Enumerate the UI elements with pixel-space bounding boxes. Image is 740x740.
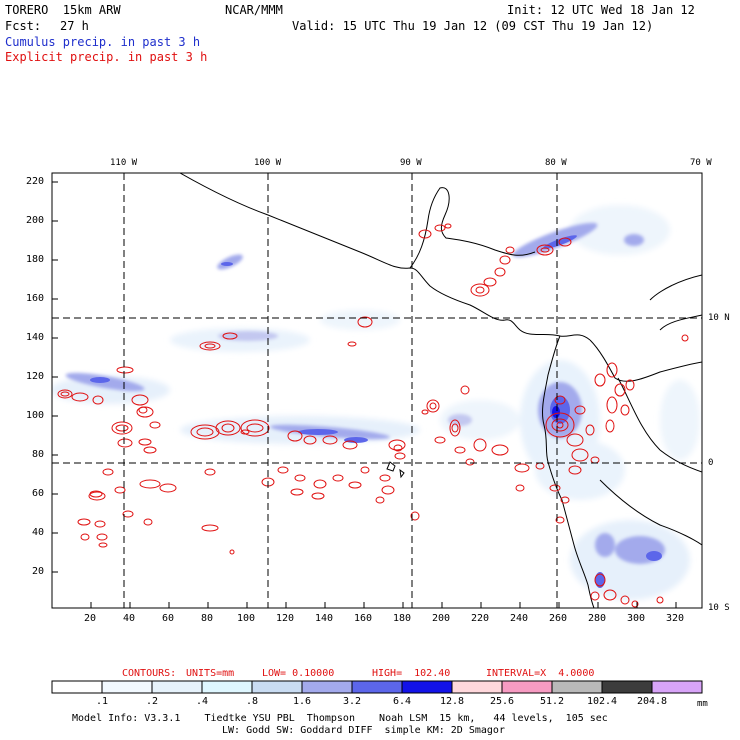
y-label-80: 80 (32, 449, 45, 460)
colorbar-label: .8 (245, 696, 259, 707)
organization: NCAR/MMM (225, 3, 283, 17)
x-label-260: 260 (549, 613, 568, 624)
lon-label-100w: 100 W (254, 158, 282, 168)
colorbar-label: 12.8 (439, 696, 465, 707)
x-label-220: 220 (471, 613, 490, 624)
valid-time: Valid: 15 UTC Thu 19 Jan 12 (09 CST Thu … (292, 19, 654, 33)
init-time: Init: 12 UTC Wed 18 Jan 12 (507, 3, 695, 17)
lon-label-110w: 110 W (110, 158, 138, 168)
forecast-hours: 27 h (60, 19, 89, 33)
field-explicit-label: Explicit precip. in past 3 h (5, 50, 208, 64)
x-label-300: 300 (627, 613, 646, 624)
contours-label: CONTOURS: (122, 668, 177, 679)
y-label-100: 100 (26, 410, 45, 421)
y-label-60: 60 (32, 488, 45, 499)
model-info-line1: Model Info: V3.3.1 Tiedtke YSU PBL Thomp… (72, 713, 608, 724)
x-label-40: 40 (123, 613, 136, 624)
y-label-40: 40 (32, 527, 45, 538)
y-label-200: 200 (26, 215, 45, 226)
y-label-20: 20 (32, 566, 45, 577)
colorbar-label: .1 (95, 696, 109, 707)
x-label-60: 60 (162, 613, 175, 624)
bottom-ticks (90, 602, 677, 608)
map-frame (51, 172, 703, 609)
contours-low: LOW= 0.10000 (262, 668, 335, 679)
field-cumulus-label: Cumulus precip. in past 3 h (5, 35, 201, 49)
x-label-180: 180 (393, 613, 412, 624)
x-label-200: 200 (432, 613, 451, 624)
lon-label-70w: 70 W (690, 158, 712, 168)
lat-label-0: 0 (708, 458, 714, 468)
colorbar-label: 102.4 (586, 696, 618, 707)
colorbar-label: 6.4 (392, 696, 412, 707)
forecast-label: Fcst: (5, 19, 42, 33)
x-label-20: 20 (84, 613, 97, 624)
lat-label-10s: 10 S (708, 603, 730, 613)
lat-lon-grid (52, 173, 702, 608)
model-title: TORERO 15km ARW (5, 3, 121, 17)
colorbar-label: 25.6 (489, 696, 515, 707)
y-label-140: 140 (26, 332, 45, 343)
explicit-precip-contours (57, 223, 689, 608)
contours-units: UNITS=mm (186, 668, 235, 679)
model-info-line2: LW: Godd SW: Goddard DIFF simple KM: 2D … (222, 725, 505, 736)
x-label-140: 140 (315, 613, 334, 624)
colorbar-unit: mm (697, 699, 708, 709)
colorbar-label: 204.8 (636, 696, 668, 707)
coastlines (179, 173, 702, 608)
left-ticks (52, 181, 58, 573)
x-label-160: 160 (354, 613, 373, 624)
colorbar-label: .2 (145, 696, 159, 707)
y-label-160: 160 (26, 293, 45, 304)
x-label-240: 240 (510, 613, 529, 624)
colorbar-label: 51.2 (539, 696, 565, 707)
lat-label-10n: 10 N (708, 313, 730, 323)
x-label-100: 100 (237, 613, 256, 624)
x-label-80: 80 (201, 613, 214, 624)
x-label-280: 280 (588, 613, 607, 624)
y-label-120: 120 (26, 371, 45, 382)
map-field (52, 173, 702, 608)
y-label-220: 220 (26, 176, 45, 187)
colorbar-label: 3.2 (342, 696, 362, 707)
x-label-320: 320 (666, 613, 685, 624)
colorbar-label: .4 (195, 696, 209, 707)
colorbar-label: 1.6 (292, 696, 312, 707)
lon-label-80w: 80 W (545, 158, 567, 168)
y-label-180: 180 (26, 254, 45, 265)
lon-label-90w: 90 W (400, 158, 422, 168)
x-label-120: 120 (276, 613, 295, 624)
contours-high: HIGH= 102.40 (372, 668, 451, 679)
contours-interval: INTERVAL=X 4.0000 (486, 668, 595, 679)
colorbar (51, 680, 703, 694)
